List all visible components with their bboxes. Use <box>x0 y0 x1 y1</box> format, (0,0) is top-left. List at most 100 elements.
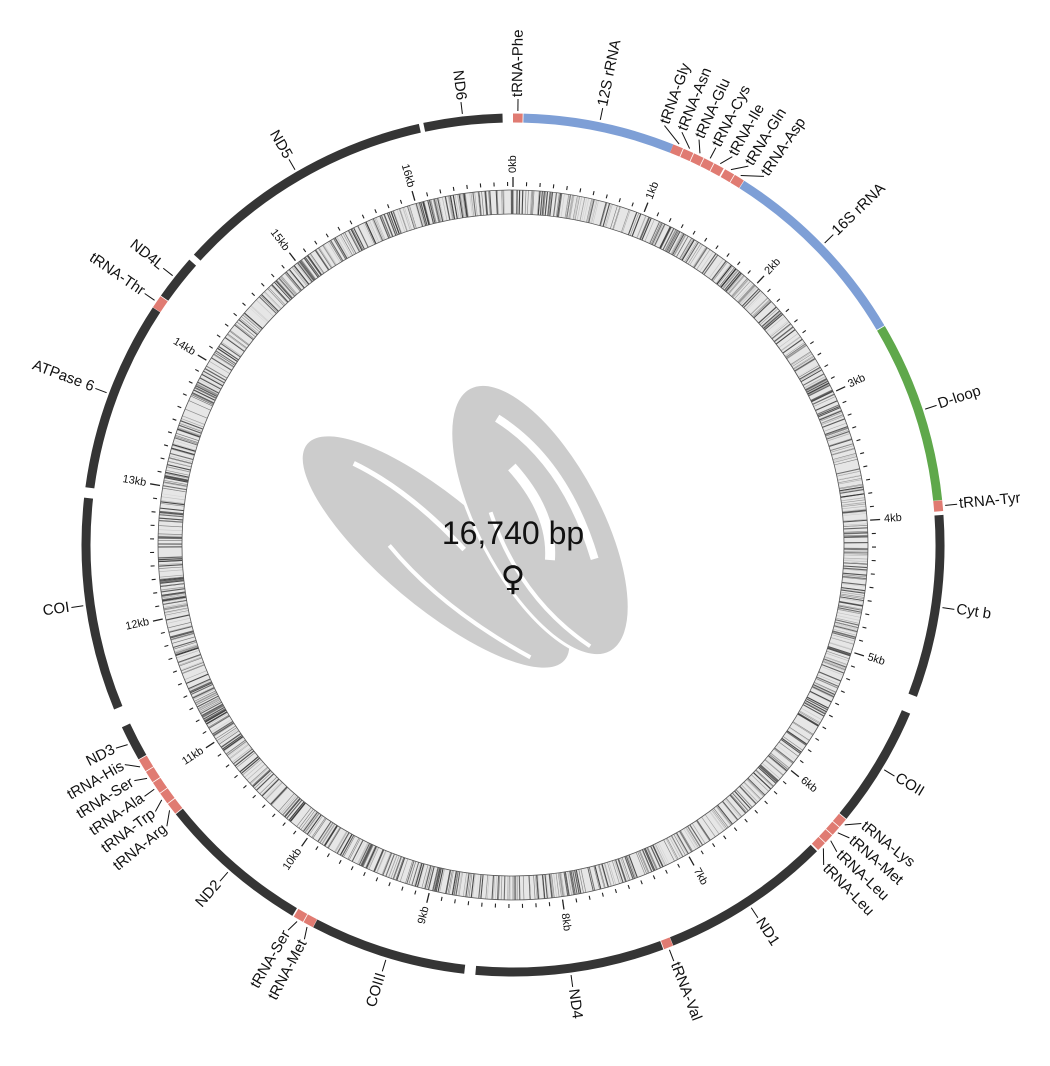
feature-cyt-b[interactable] <box>908 514 945 697</box>
feature-trna-lys[interactable] <box>832 813 846 827</box>
feature-label: Cyt b <box>955 601 992 623</box>
sequence-bar <box>641 217 652 241</box>
feature-trna-met[interactable] <box>303 914 318 928</box>
feature-nd1[interactable] <box>669 844 818 946</box>
feature-trna-met[interactable] <box>826 821 840 835</box>
sequence-bar <box>188 678 211 690</box>
sequence-bar <box>318 821 332 843</box>
sequence-bar <box>805 377 827 390</box>
sequence-bar <box>161 496 186 501</box>
feature-trna-ile[interactable] <box>710 163 724 177</box>
sequence-bar <box>565 194 570 219</box>
sequence-bar <box>841 587 866 592</box>
sequence-bar <box>496 875 500 900</box>
feature-16s-rrna[interactable] <box>739 180 885 330</box>
sequence-bar <box>158 558 183 561</box>
sequence-bar <box>433 198 440 223</box>
sequence-bar <box>320 822 334 844</box>
sequence-bar <box>165 611 189 617</box>
feature-trna-val[interactable] <box>660 937 673 950</box>
feature-trna-cys[interactable] <box>700 158 714 171</box>
sequence-bar <box>464 872 469 897</box>
minor-tick <box>773 790 778 795</box>
sequence-bar <box>712 261 728 282</box>
sequence-bar <box>399 208 408 232</box>
sequence-bar <box>544 874 548 899</box>
sequence-bar <box>741 784 759 803</box>
sequence-bar <box>840 493 865 498</box>
sequence-bar <box>798 365 820 378</box>
sequence-bar <box>479 874 483 899</box>
sequence-bar <box>407 860 415 885</box>
feature-trna-ala[interactable] <box>152 777 168 793</box>
feature-trna-gly[interactable] <box>669 144 684 157</box>
sequence-bar <box>782 338 803 354</box>
minor-tick <box>233 312 238 317</box>
sequence-bar <box>177 429 201 438</box>
sequence-bar <box>327 827 341 848</box>
feature-trna-leu[interactable] <box>811 836 825 851</box>
feature-nd4[interactable] <box>475 941 664 977</box>
feature-trna-ser[interactable] <box>145 767 161 783</box>
sequence-bar <box>207 713 229 726</box>
sequence-bar <box>658 842 670 865</box>
sequence-bar <box>601 863 609 888</box>
feature-trna-leu[interactable] <box>819 829 833 843</box>
sequence-bar <box>388 854 398 878</box>
sequence-bar <box>495 875 497 900</box>
sequence-bar <box>624 856 634 880</box>
sequence-bar <box>529 875 531 900</box>
minor-tick <box>387 204 390 209</box>
sequence-bar <box>485 875 488 899</box>
feature-trna-thr[interactable] <box>152 296 168 313</box>
minor-tick <box>167 431 173 434</box>
feature-nd4l[interactable] <box>160 259 197 301</box>
sequence-bar <box>296 263 312 283</box>
feature-nd3[interactable] <box>121 723 147 760</box>
kb-tick-label: 8kb <box>559 913 573 932</box>
feature-atpase-6[interactable] <box>85 307 161 489</box>
sequence-bar <box>750 297 769 315</box>
sequence-bar <box>824 656 848 665</box>
sequence-bar <box>225 336 245 352</box>
sequence-bar <box>470 192 475 217</box>
sequence-bar <box>843 552 868 554</box>
sequence-bar <box>627 212 638 235</box>
sequence-bar <box>177 427 201 436</box>
feature-trna-arg[interactable] <box>167 798 183 814</box>
feature-12s-rrna[interactable] <box>523 113 674 153</box>
feature-trna-his[interactable] <box>138 755 154 772</box>
feature-coiii[interactable] <box>313 919 466 974</box>
sequence-bar <box>843 558 868 561</box>
feature-trna-asn[interactable] <box>680 148 694 162</box>
sequence-bar <box>383 214 394 237</box>
sequence-bar <box>746 293 764 311</box>
feature-nd5[interactable] <box>193 123 421 261</box>
sequence-bar <box>655 843 666 866</box>
sequence-bar <box>425 865 432 890</box>
feature-trna-trp[interactable] <box>160 788 175 804</box>
feature-trna-ser[interactable] <box>293 908 308 922</box>
feature-nd2[interactable] <box>175 808 297 916</box>
feature-nd6[interactable] <box>423 113 503 132</box>
sequence-bar <box>414 863 423 887</box>
sequence-bar <box>829 641 853 650</box>
feature-coi[interactable] <box>81 497 123 710</box>
sequence-bar <box>410 861 419 886</box>
feature-d-loop[interactable] <box>877 326 943 501</box>
sequence-bar <box>467 873 471 898</box>
feature-trna-gln[interactable] <box>720 169 735 183</box>
sequence-bar <box>721 801 738 821</box>
feature-coii[interactable] <box>839 710 911 819</box>
sequence-bar <box>252 769 271 787</box>
feature-trna-tyr[interactable] <box>933 500 944 512</box>
minor-tick <box>188 380 193 384</box>
sequence-bar <box>204 368 226 381</box>
feature-trna-glu[interactable] <box>690 153 704 166</box>
sequence-bar <box>809 691 832 703</box>
sequence-bar <box>422 201 430 226</box>
feature-trna-asp[interactable] <box>730 174 744 189</box>
sequence-bar <box>834 623 858 630</box>
sequence-bar <box>636 215 646 239</box>
sequence-bar <box>402 207 411 231</box>
